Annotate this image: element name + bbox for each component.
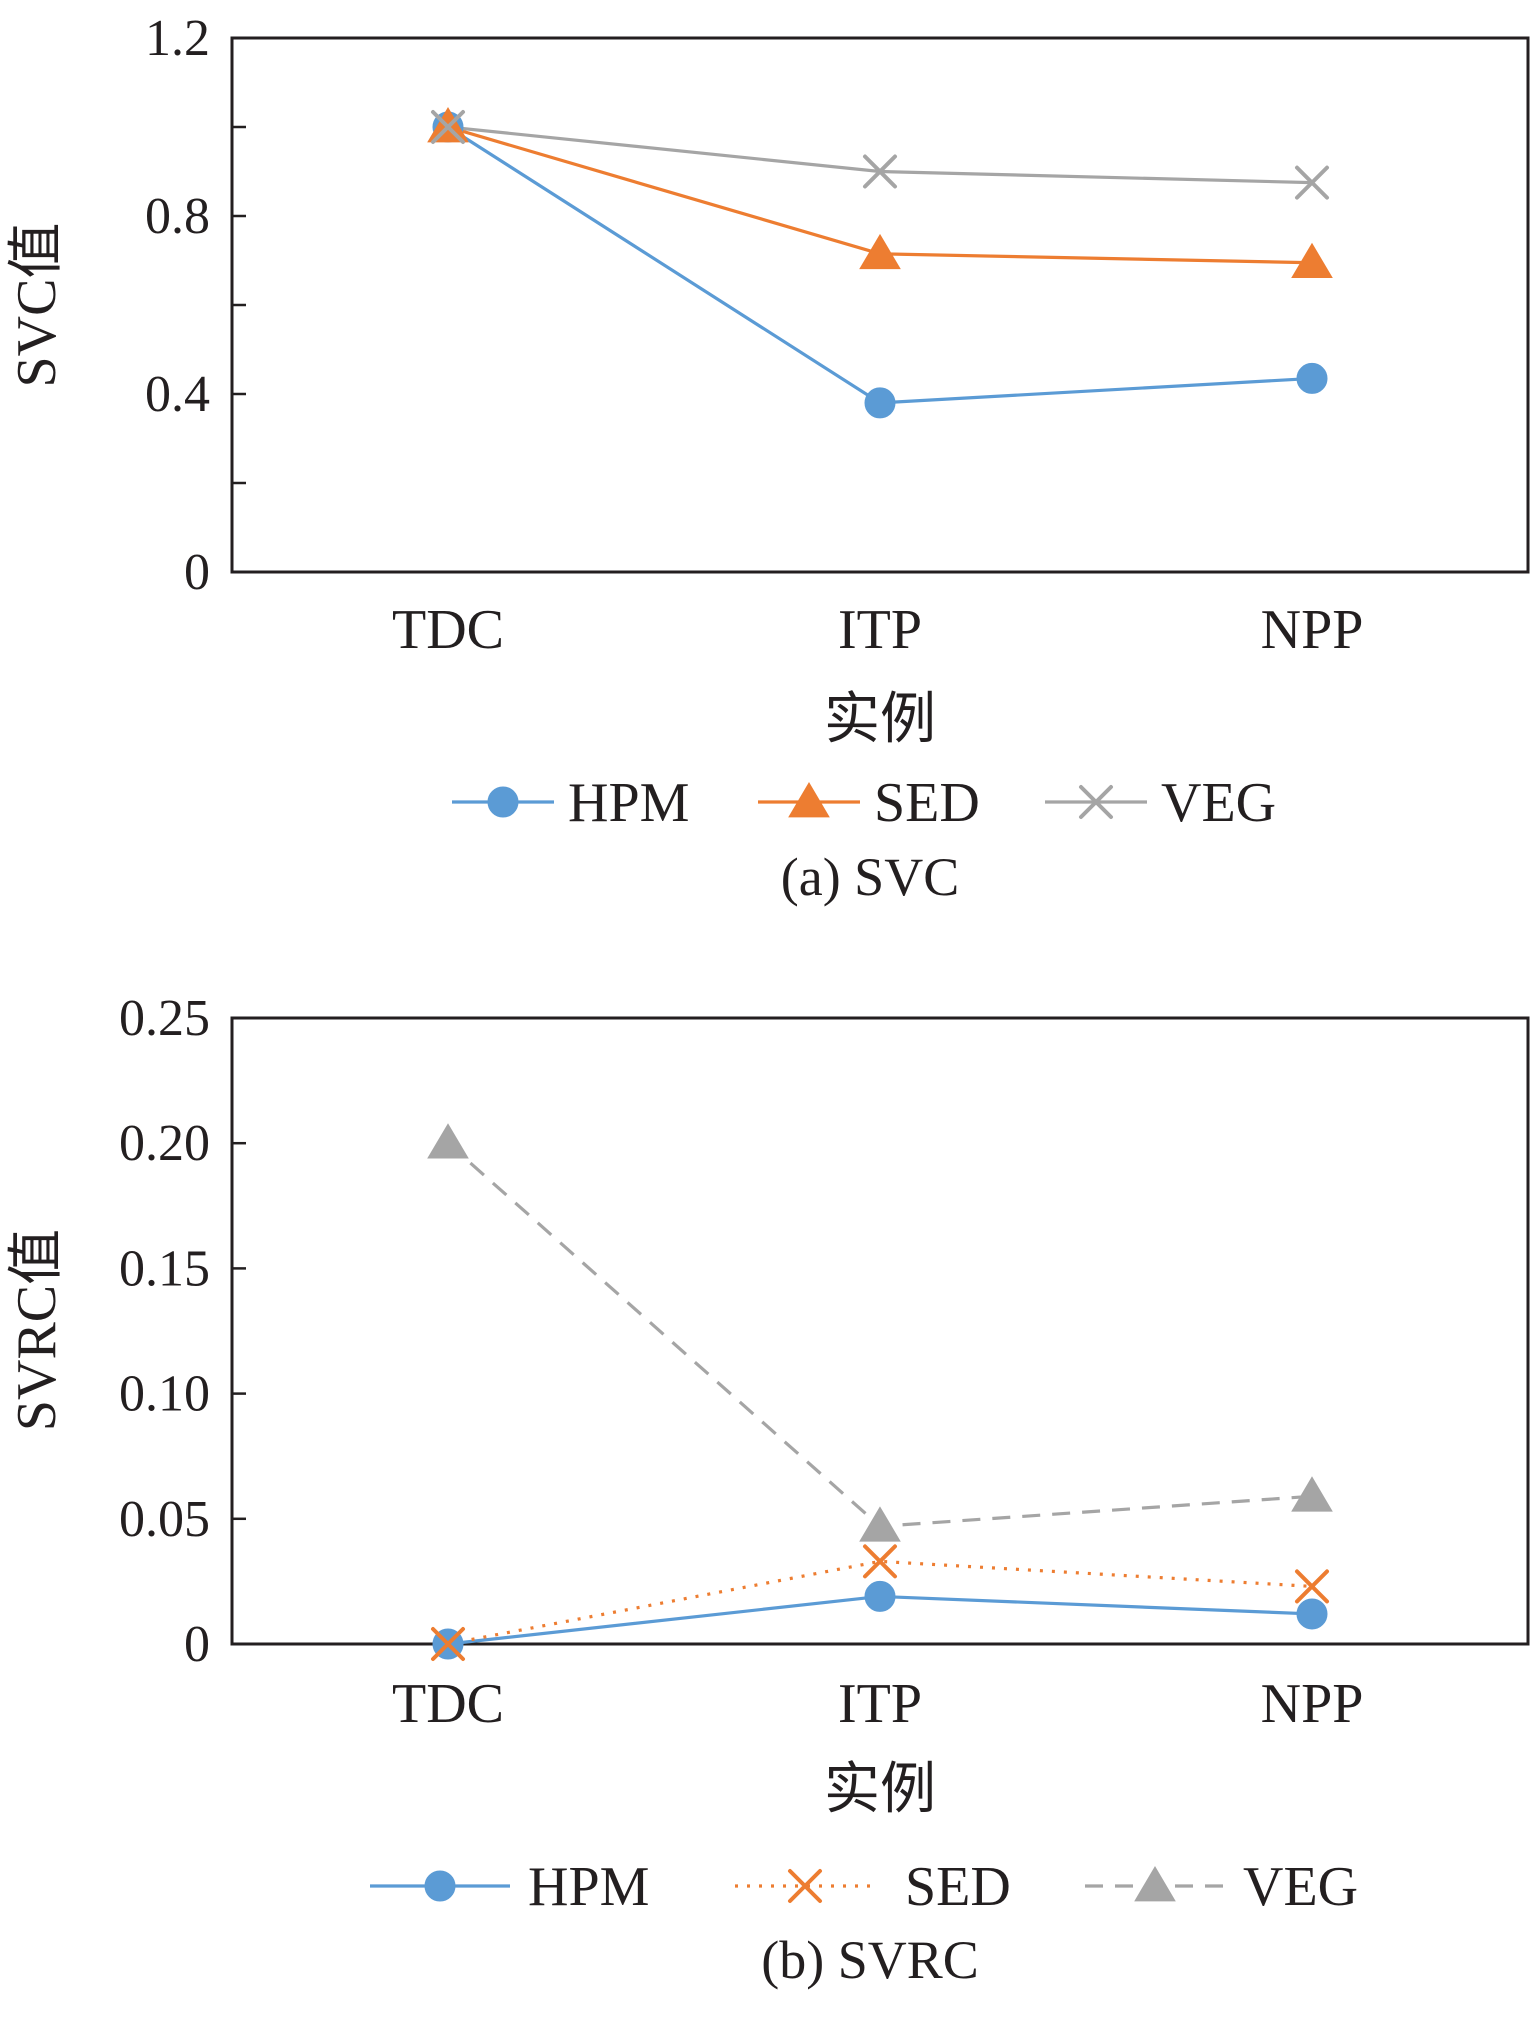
x-category-label: NPP <box>1261 1673 1364 1735</box>
legend-marker-hpm <box>424 1870 456 1902</box>
legend-marker-hpm <box>487 786 519 818</box>
y-axis-title: SVC值 <box>6 223 68 388</box>
data-point-sed <box>431 1627 465 1661</box>
y-tick-label: 0 <box>184 1616 210 1673</box>
y-tick-label: 0.25 <box>119 990 210 1047</box>
x-category-label: TDC <box>392 599 504 661</box>
plot-frame <box>230 1016 1530 1646</box>
legend-label: SED <box>874 772 980 834</box>
data-point-sed <box>859 233 901 270</box>
data-point-hpm <box>1296 362 1328 394</box>
data-point-sed <box>1291 242 1333 279</box>
plot-frame <box>230 36 1530 574</box>
data-point-veg <box>1291 1476 1333 1512</box>
data-point-hpm <box>864 1580 896 1612</box>
data-point-veg <box>431 110 465 144</box>
chart-svrc: 0 0.05 0.10 0.15 0.20 0.25 TDC ITP NPP 实例 SVRC值 HPM… <box>6 990 1530 1990</box>
x-category-label: TDC <box>392 1673 504 1735</box>
y-tick-label: 0.05 <box>119 1491 210 1548</box>
chart-caption: (a) SVC <box>781 847 959 907</box>
y-tick-label: 1.2 <box>145 10 210 67</box>
data-point-veg <box>859 1506 901 1542</box>
legend: HPM SED VEG <box>370 1856 1358 1918</box>
legend-label: VEG <box>1243 1856 1358 1918</box>
series-line-sed <box>447 1559 1313 1646</box>
data-point-hpm <box>864 387 896 419</box>
data-point-veg <box>427 1123 469 1159</box>
legend: HPM SED VEG <box>452 772 1276 834</box>
data-point-hpm <box>1296 1598 1328 1630</box>
legend-label: HPM <box>528 1856 649 1918</box>
legend-label: HPM <box>568 772 689 834</box>
x-axis-title: 实例 <box>824 689 936 751</box>
legend-marker-sed <box>788 782 830 818</box>
y-tick-label: 0.8 <box>145 188 210 245</box>
y-tick-label: 0.15 <box>119 1240 210 1297</box>
legend-label: SED <box>905 1856 1011 1918</box>
x-category-label: ITP <box>838 599 922 661</box>
series-line-veg <box>446 1142 1313 1528</box>
chart-svc: 0 0.4 0.8 1.2 TDC ITP NPP 实例 SVC值 HPM SED VEG (a) SV… <box>6 10 1530 907</box>
y-axis-title: SVRC值 <box>6 1229 68 1431</box>
data-point-veg <box>863 154 897 189</box>
data-point-sed <box>1295 1569 1329 1604</box>
x-category-label: NPP <box>1261 599 1364 661</box>
y-tick-label: 0.4 <box>145 366 210 423</box>
legend-marker-veg <box>1134 1866 1176 1902</box>
x-axis-title: 实例 <box>824 1759 936 1821</box>
data-point-sed <box>863 1544 897 1579</box>
chart-caption: (b) SVRC <box>761 1930 979 1990</box>
data-point-veg <box>1295 165 1329 200</box>
y-tick-label: 0 <box>184 544 210 601</box>
x-category-label: ITP <box>838 1673 922 1735</box>
legend-marker-veg <box>1079 785 1113 819</box>
legend-label: VEG <box>1161 772 1276 834</box>
y-tick-label: 0.20 <box>119 1115 210 1172</box>
y-tick-label: 0.10 <box>119 1366 210 1423</box>
legend-marker-sed <box>788 1869 822 1903</box>
